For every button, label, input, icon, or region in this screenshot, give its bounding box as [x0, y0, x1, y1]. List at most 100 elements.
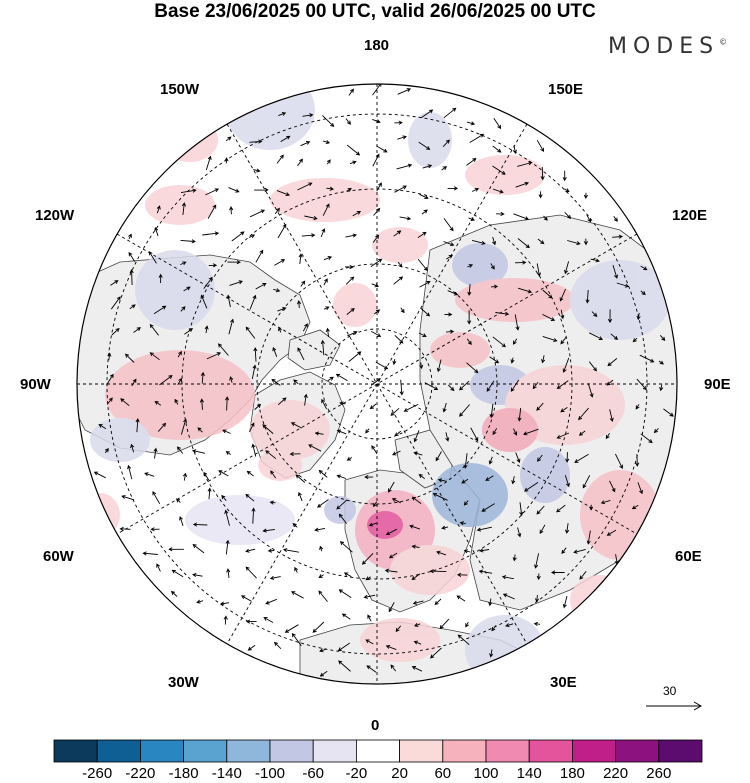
lon-label-0: 0 [371, 717, 380, 734]
wind-arrow [110, 280, 119, 286]
wind-arrow [297, 491, 303, 502]
wind-arrow [605, 432, 610, 440]
wind-arrow [537, 238, 545, 245]
wind-arrow [533, 621, 541, 627]
wind-arrow [277, 223, 287, 239]
wind-arrow [393, 276, 404, 285]
wind-arrow [376, 182, 382, 192]
wind-arrow [560, 407, 568, 413]
wind-arrow [225, 396, 230, 411]
wind-arrow [368, 522, 377, 527]
wind-arrow [388, 602, 395, 613]
wind-arrow [338, 513, 347, 524]
wind-arrow [319, 545, 324, 552]
wind-arrow [254, 187, 269, 192]
wind-arrow [564, 261, 570, 275]
meridian [116, 233, 638, 535]
anomaly-negative [185, 495, 295, 545]
wind-arrow [517, 238, 530, 249]
wind-arrow [538, 191, 543, 199]
wind-arrow [224, 509, 230, 526]
colorbar-swatch [269, 739, 314, 763]
wind-arrow [394, 120, 403, 125]
wind-arrow [616, 282, 630, 288]
wind-arrow [417, 258, 428, 272]
wind-arrow [364, 475, 374, 480]
wind-arrow [436, 550, 447, 556]
wind-arrow [536, 402, 544, 411]
wind-arrow [372, 501, 378, 508]
wind-arrow [263, 617, 274, 623]
colorbar [53, 739, 703, 763]
wind-arrow [396, 163, 413, 170]
wind-arrow [93, 471, 106, 479]
wind-arrow [562, 357, 570, 373]
wind-arrow [375, 361, 389, 370]
wind-arrow [436, 359, 442, 373]
wind-arrow [441, 166, 448, 171]
colorbar-swatch [485, 739, 530, 763]
wind-arrow [459, 521, 466, 526]
wind-arrow [385, 528, 398, 536]
wind-arrow [488, 456, 493, 465]
wind-arrow [171, 569, 184, 578]
wind-arrow [517, 287, 533, 294]
wind-arrow [217, 343, 229, 356]
wind-arrow [492, 165, 506, 175]
colorbar-tick-label: -260 [82, 765, 113, 782]
wind-arrow [459, 404, 470, 417]
wind-arrow [128, 233, 132, 240]
wind-arrow [269, 500, 276, 505]
wind-arrow [640, 290, 646, 296]
wind-arrow [467, 310, 472, 325]
wind-arrow [471, 187, 480, 192]
wind-arrow [564, 211, 572, 219]
wind-arrow [276, 154, 284, 164]
wind-arrow [588, 361, 597, 372]
wind-arrow [124, 353, 135, 363]
wind-arrow [583, 192, 588, 200]
wind-arrow [345, 276, 355, 285]
wind-arrow [106, 373, 114, 386]
wind-arrow [537, 454, 543, 462]
wind-arrow [612, 264, 619, 279]
wind-arrow [150, 527, 160, 532]
wind-arrow [400, 307, 405, 314]
anomaly-negative [570, 260, 670, 340]
wind-arrow [207, 487, 212, 500]
wind-arrow [318, 469, 328, 478]
wind-arrow [296, 300, 302, 309]
wind-arrow [541, 355, 546, 364]
wind-arrow [578, 430, 586, 436]
wind-arrow [289, 451, 301, 457]
wind-arrow [251, 364, 257, 380]
wind-arrow [270, 470, 277, 479]
wind-arrow [208, 263, 218, 268]
anomaly-positive [455, 278, 575, 322]
wind-arrow [588, 332, 604, 340]
wind-arrow [471, 239, 486, 245]
wind-arrow [567, 240, 581, 246]
colorbar-swatch [658, 739, 703, 763]
wind-arrow [590, 258, 600, 263]
colorbar-tick-label: -20 [345, 765, 368, 782]
wind-arrow [226, 568, 231, 578]
wind-arrow [632, 337, 638, 343]
colorbar-tick-label: 20 [391, 765, 408, 782]
colorbar-tick-label: -220 [125, 765, 156, 782]
wind-arrow [591, 311, 598, 317]
wind-arrow [322, 203, 330, 216]
wind-arrow [607, 358, 618, 367]
wind-arrow [297, 182, 313, 191]
wind-arrow [228, 318, 235, 335]
wind-arrow [265, 450, 277, 460]
colorbar-tick-label: 100 [473, 765, 499, 782]
wind-arrow [245, 566, 257, 579]
wind-arrow [192, 544, 205, 554]
wind-arrow [466, 338, 472, 346]
wind-arrow [640, 265, 648, 271]
wind-arrow [519, 502, 524, 517]
wind-arrow [485, 475, 494, 481]
wind-arrow [517, 407, 522, 422]
wind-arrow [579, 571, 587, 580]
